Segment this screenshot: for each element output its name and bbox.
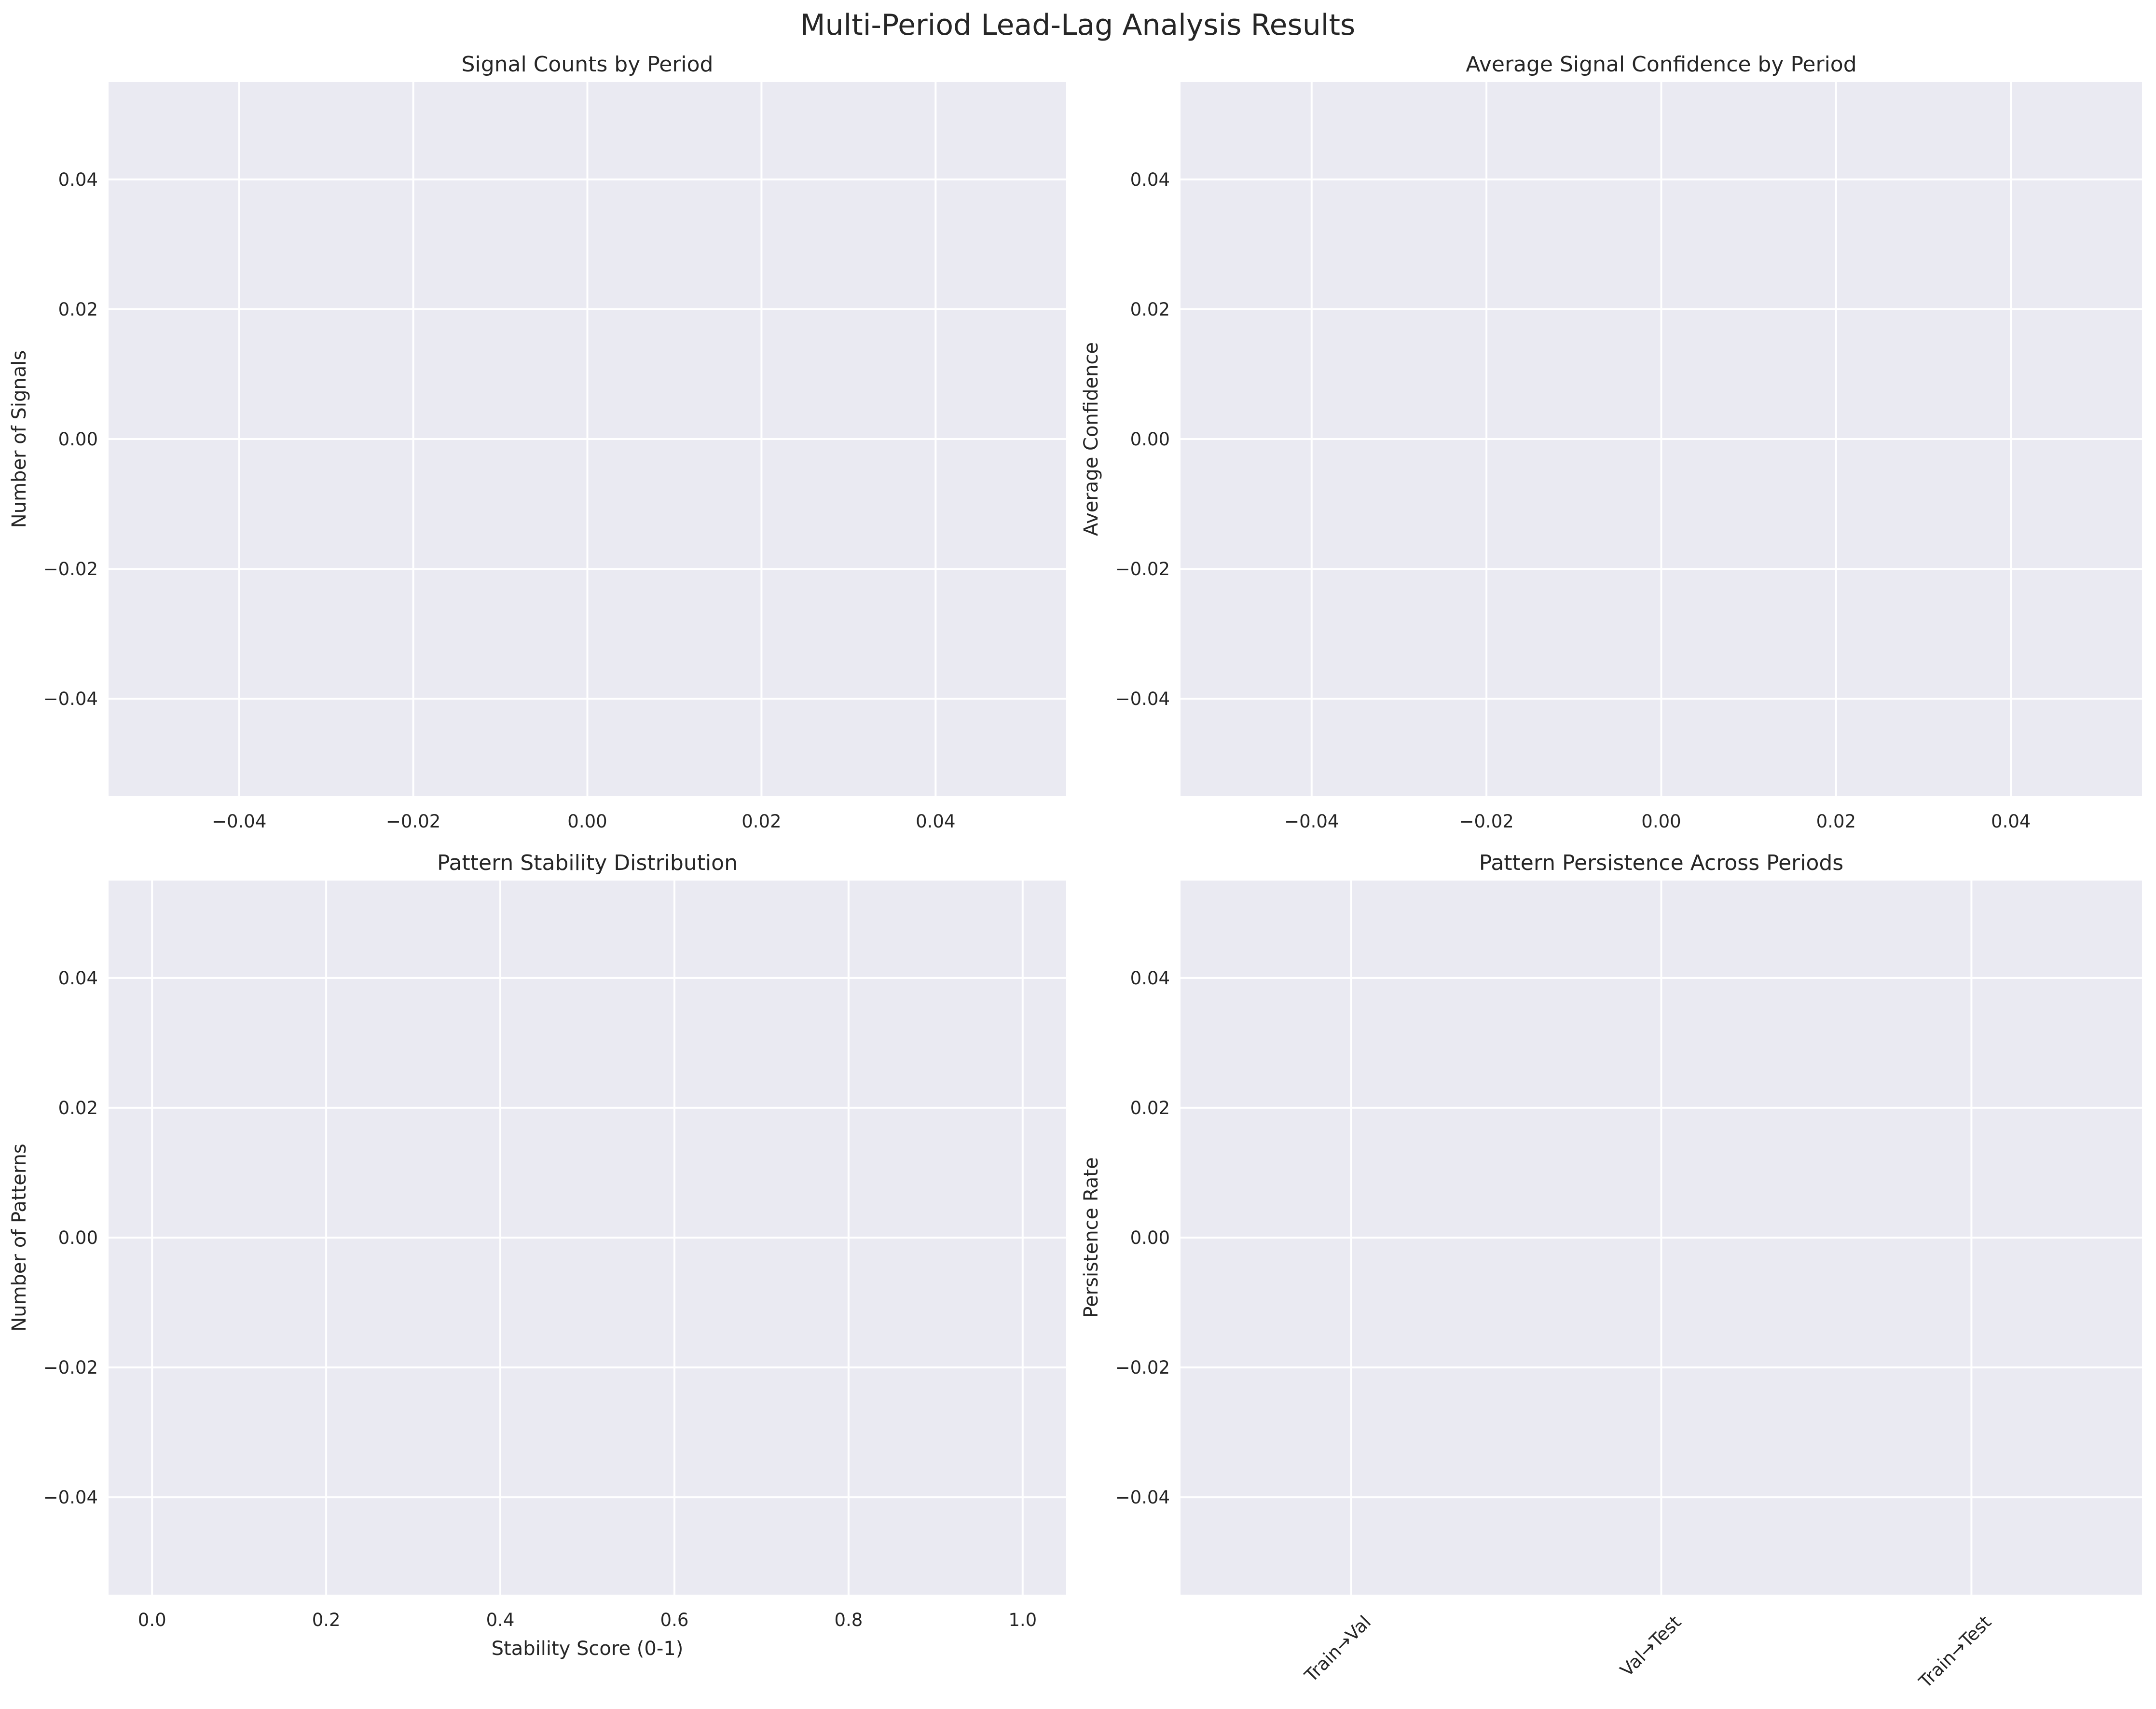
- x-tick-label: 0.8: [834, 1610, 863, 1630]
- y-tick-label: 0.02: [58, 1098, 98, 1118]
- x-axis-label: Stability Score (0-1): [492, 1638, 684, 1660]
- subplot-stability-dist: 0.0 0.2 0.4 0.6 0.8 1.0 −0.04 −0.02 0.00 0.02 0.04…: [8, 851, 1066, 1660]
- y-tick-label: 0.04: [58, 968, 98, 989]
- y-tick-label: −0.02: [43, 1357, 98, 1378]
- subplot-avg-confidence: −0.04 −0.02 0.00 0.02 0.04 −0.04 −0.02 0.00 0.02…: [1080, 52, 2142, 832]
- x-tick-label: 1.0: [1008, 1610, 1037, 1630]
- y-tick-label: −0.02: [1115, 1357, 1170, 1378]
- y-tick-label: 0.00: [58, 1227, 98, 1248]
- panels: −0.04 −0.02 0.00 0.02 0.04 −0.04 −0.02 0.00 0.02…: [8, 52, 2142, 1693]
- y-tick-label: −0.02: [1115, 559, 1170, 579]
- y-tick-label: 0.00: [1130, 429, 1170, 450]
- y-tick-label: 0.04: [1130, 169, 1170, 190]
- subplot-persistence: Train→Val Val→Test Train→Test −0.04 −0.02 0.0…: [1080, 851, 2142, 1693]
- y-tick-label: 0.04: [1130, 968, 1170, 989]
- x-tick-label: −0.04: [1284, 811, 1339, 832]
- x-tick-label: 0.4: [486, 1610, 515, 1630]
- x-tick-label: 0.00: [567, 811, 607, 832]
- x-tick-label: −0.04: [212, 811, 266, 832]
- subplot-title: Pattern Persistence Across Periods: [1479, 851, 1843, 875]
- subplot-title: Average Signal Confidence by Period: [1466, 52, 1856, 77]
- y-tick-label: −0.02: [43, 559, 98, 579]
- y-axis-label: Number of Patterns: [8, 1144, 30, 1331]
- x-tick-label: Val→Test: [1616, 1612, 1685, 1681]
- x-tick-label: 0.02: [1816, 811, 1856, 832]
- x-tick-label: 0.6: [660, 1610, 689, 1630]
- x-tick-label: Train→Test: [1915, 1612, 1995, 1692]
- x-tick-label: 0.00: [1641, 811, 1681, 832]
- y-tick-label: 0.02: [1130, 299, 1170, 320]
- y-tick-label: −0.04: [43, 1487, 98, 1508]
- x-tick-label: 0.04: [916, 811, 955, 832]
- y-tick-label: 0.02: [1130, 1098, 1170, 1118]
- y-tick-label: −0.04: [43, 689, 98, 709]
- subplot-title: Pattern Stability Distribution: [437, 851, 738, 875]
- y-tick-label: −0.04: [1115, 1487, 1170, 1508]
- y-tick-label: −0.04: [1115, 689, 1170, 709]
- x-tick-label: 0.2: [312, 1610, 341, 1630]
- figure-title: Multi-Period Lead-Lag Analysis Results: [800, 8, 1356, 42]
- x-tick-label: −0.02: [1459, 811, 1513, 832]
- subplot-signal-counts: −0.04 −0.02 0.00 0.02 0.04 −0.04 −0.02 0.00 0.02…: [8, 52, 1066, 832]
- y-axis-label: Number of Signals: [8, 350, 30, 528]
- x-tick-label: 0.0: [138, 1610, 166, 1630]
- y-tick-label: 0.00: [58, 429, 98, 450]
- x-tick-label: −0.02: [386, 811, 440, 832]
- y-axis-label: Persistence Rate: [1080, 1157, 1102, 1318]
- y-tick-label: 0.02: [58, 299, 98, 320]
- x-tick-label: 0.02: [742, 811, 781, 832]
- y-tick-label: 0.04: [58, 169, 98, 190]
- y-axis-label: Average Confidence: [1080, 342, 1102, 536]
- subplot-title: Signal Counts by Period: [462, 52, 714, 77]
- x-tick-label: Train→Val: [1300, 1612, 1375, 1686]
- y-tick-label: 0.00: [1130, 1227, 1170, 1248]
- x-tick-label: 0.04: [1991, 811, 2031, 832]
